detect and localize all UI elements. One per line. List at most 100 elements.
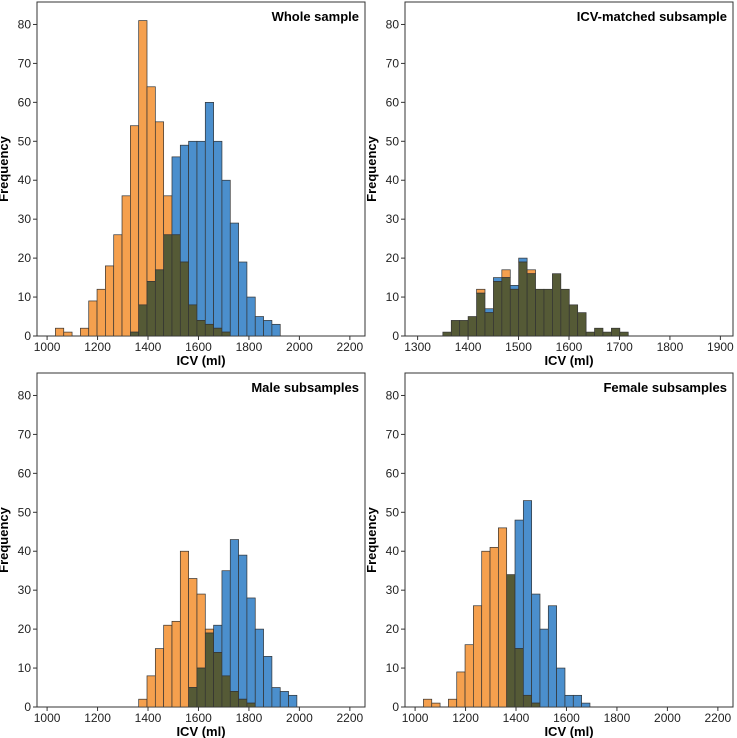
bar-overlap-bin-2 <box>459 320 469 337</box>
y-tick-label: 20 <box>18 251 32 265</box>
y-axis-label: Frequency <box>0 506 11 573</box>
bar-overlap-bin-21 <box>619 331 629 337</box>
y-tick-label: 60 <box>18 95 32 109</box>
bar-overlap-bin-4 <box>476 292 486 337</box>
bar-blue-bin-12 <box>522 500 533 696</box>
bar-overlap-bin-1 <box>450 320 461 337</box>
bar-blue-bin-13 <box>246 597 256 704</box>
x-tick-label: 1000 <box>402 711 429 725</box>
y-tick-label: 40 <box>18 173 32 187</box>
bar-overlap-bin-10 <box>221 675 231 708</box>
x-tick-label: 1600 <box>185 340 212 354</box>
bar-blue-bin-19 <box>213 140 223 329</box>
bar-orange-bin-6 <box>105 265 115 337</box>
y-tick-label: 70 <box>18 427 32 441</box>
x-tick-label: 1000 <box>34 711 61 725</box>
bar-overlap-bin-19 <box>213 327 223 337</box>
y-tick-label: 30 <box>18 583 32 597</box>
bar-overlap-bin-16 <box>188 304 198 337</box>
bar-blue-bin-6 <box>493 277 503 282</box>
x-tick-label: 1200 <box>452 711 479 725</box>
bar-orange-bin-0 <box>423 698 433 708</box>
x-tick-label: 1800 <box>657 340 684 354</box>
bar-blue-bin-16 <box>188 140 198 306</box>
bar-blue-bin-5 <box>484 308 494 313</box>
bar-orange-bin-9 <box>130 125 140 333</box>
bar-overlap-bin-20 <box>611 327 621 337</box>
bar-overlap-bin-10 <box>506 574 516 708</box>
bar-blue-bin-22 <box>238 261 248 337</box>
bar-overlap-bin-20 <box>221 331 231 337</box>
y-tick-label: 10 <box>18 290 32 304</box>
bar-blue-bin-13 <box>531 593 541 704</box>
y-tick-label: 70 <box>386 427 400 441</box>
x-tick-label: 1400 <box>135 711 162 725</box>
x-axis-label: ICV (ml) <box>176 724 225 738</box>
bar-orange-bin-7 <box>113 234 123 337</box>
y-axis-label: Frequency <box>364 506 379 573</box>
bar-orange-bin-9 <box>498 527 508 708</box>
x-tick-label: 2000 <box>286 711 313 725</box>
bar-overlap-bin-11 <box>229 691 239 708</box>
y-tick-label: 0 <box>24 329 31 343</box>
bar-blue-bin-14 <box>539 628 549 708</box>
bar-overlap-bin-12 <box>543 288 553 337</box>
x-axis-label: ICV (ml) <box>176 353 225 368</box>
bar-orange-bin-6 <box>188 578 198 688</box>
bar-orange-bin-6 <box>473 605 483 708</box>
y-tick-label: 50 <box>18 505 32 519</box>
plot-frame <box>404 1 734 337</box>
bar-blue-bin-15 <box>547 605 557 708</box>
x-axis-label: ICV (ml) <box>544 353 593 368</box>
y-tick-label: 40 <box>386 173 400 187</box>
x-tick-label: 1500 <box>505 340 532 354</box>
bar-overlap-bin-13 <box>246 702 256 708</box>
bar-orange-bin-4 <box>456 671 466 708</box>
bar-overlap-bin-15 <box>568 304 579 337</box>
bar-blue-bin-15 <box>263 656 273 708</box>
bar-overlap-bin-7 <box>501 277 511 337</box>
y-tick-label: 30 <box>386 212 400 226</box>
bar-overlap-bin-17 <box>585 331 595 337</box>
y-tick-label: 80 <box>18 388 32 402</box>
bar-overlap-bin-17 <box>196 320 206 337</box>
y-tick-label: 70 <box>386 56 400 70</box>
bar-blue-bin-9 <box>213 624 223 653</box>
x-tick-label: 1700 <box>606 340 633 354</box>
bar-overlap-bin-11 <box>146 281 156 337</box>
bar-overlap-bin-10 <box>526 273 536 337</box>
x-tick-label: 1800 <box>236 340 263 354</box>
y-tick-label: 20 <box>386 251 400 265</box>
bar-orange-bin-4 <box>476 288 486 294</box>
bar-orange-bin-7 <box>481 550 491 708</box>
bar-overlap-bin-10 <box>138 304 148 337</box>
y-tick-label: 0 <box>24 700 31 714</box>
bar-overlap-bin-7 <box>196 667 206 708</box>
bar-overlap-bin-14 <box>560 288 570 337</box>
bar-overlap-bin-13 <box>552 273 562 337</box>
bar-overlap-bin-18 <box>204 323 214 337</box>
bar-blue-bin-12 <box>238 554 248 700</box>
bar-overlap-bin-8 <box>509 288 520 337</box>
bar-orange-bin-1 <box>431 702 441 708</box>
bar-blue-bin-16 <box>271 687 281 708</box>
x-tick-label: 1800 <box>604 711 631 725</box>
x-tick-label: 1800 <box>236 711 263 725</box>
bar-blue-bin-17 <box>279 691 289 708</box>
x-axis-label: ICV (ml) <box>544 724 593 738</box>
bar-blue-bin-19 <box>581 702 591 708</box>
bar-orange-bin-2 <box>154 648 165 708</box>
y-tick-label: 20 <box>386 622 400 636</box>
bar-overlap-bin-6 <box>188 687 198 708</box>
bar-orange-bin-4 <box>171 620 181 708</box>
x-tick-label: 1600 <box>553 711 580 725</box>
bar-orange-bin-7 <box>501 269 511 278</box>
y-tick-label: 50 <box>386 134 400 148</box>
panel-title: Male subsamples <box>251 380 359 395</box>
y-tick-label: 80 <box>386 17 400 31</box>
bar-overlap-bin-3 <box>467 316 477 337</box>
bar-blue-bin-14 <box>254 628 264 708</box>
bar-blue-bin-21 <box>229 222 239 337</box>
bar-overlap-bin-15 <box>179 261 189 337</box>
